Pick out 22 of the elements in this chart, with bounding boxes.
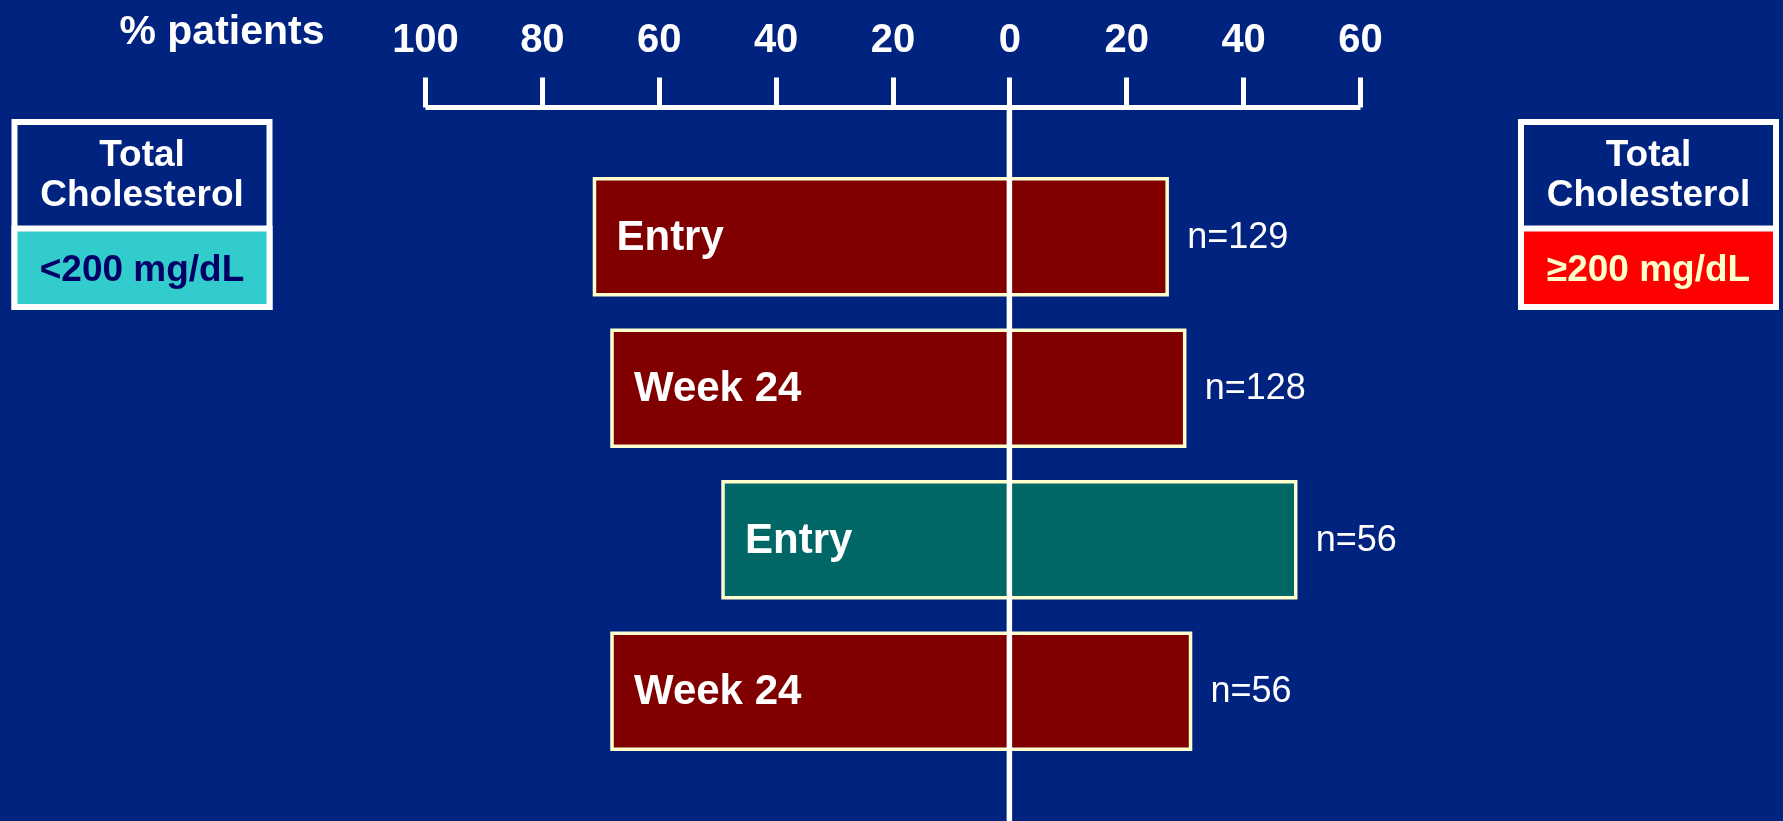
x-tick-label: 40 [753,15,799,60]
x-tick-label: 0 [998,15,1021,60]
y-tick-label: Entry [745,514,854,562]
x-tick-label: 40 [1221,15,1266,60]
annotation: n=56 [1210,669,1292,711]
annotation: n=128 [1204,366,1306,408]
x-tick-label: 20 [1104,15,1149,60]
text: <200 mg/dL [39,247,245,289]
text: Total Cholesterol [1546,133,1751,214]
x-tick-label: 60 [1338,15,1383,60]
text: ≥200 mg/dL [1546,247,1751,289]
x-tick-label: 100 [392,15,459,60]
y-tick-label: Entry [616,211,725,259]
x-tick-label: 60 [637,15,682,60]
annotation: n=129 [1187,214,1289,256]
text: Total Cholesterol [40,133,244,214]
y-tick-label: Week 24 [634,666,802,714]
annotation: n=56 [1315,517,1397,559]
x-axis-title: % patients [119,6,325,53]
x-tick-label: 20 [870,15,916,60]
x-tick-label: 80 [520,15,565,60]
y-tick-label: Week 24 [634,363,802,411]
